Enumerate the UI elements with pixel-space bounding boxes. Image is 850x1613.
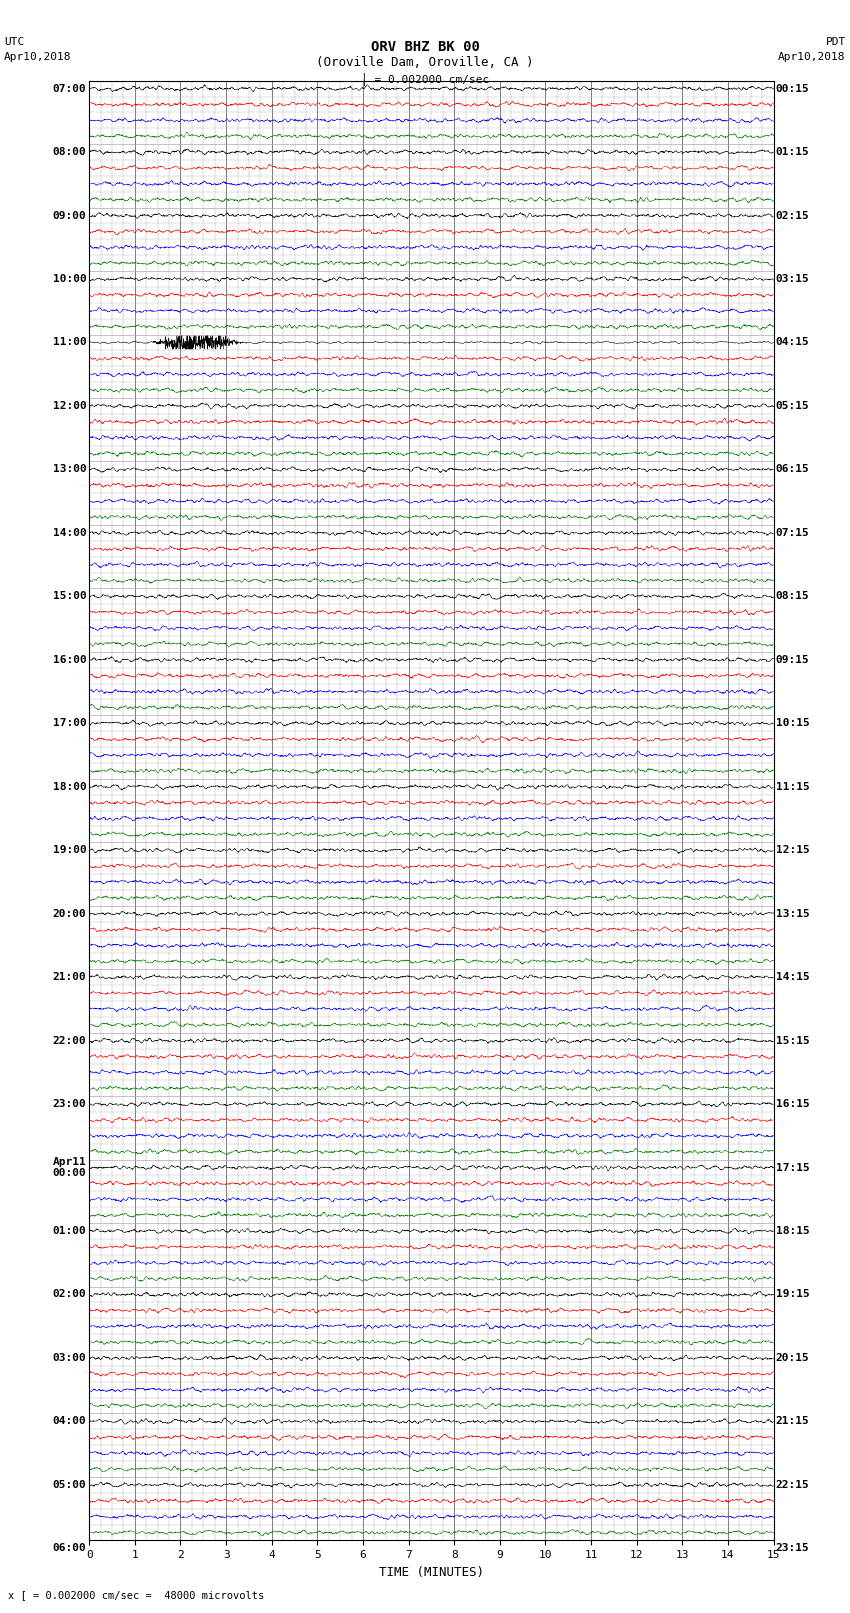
Text: 11:15: 11:15	[776, 782, 809, 792]
Text: 16:00: 16:00	[53, 655, 87, 665]
Text: 18:15: 18:15	[776, 1226, 809, 1236]
Text: 06:15: 06:15	[776, 465, 809, 474]
Text: Apr11
00:00: Apr11 00:00	[53, 1157, 87, 1179]
Text: 03:15: 03:15	[776, 274, 809, 284]
Text: 06:00: 06:00	[53, 1544, 87, 1553]
Text: 23:15: 23:15	[776, 1544, 809, 1553]
Text: 20:00: 20:00	[53, 908, 87, 919]
Text: UTC: UTC	[4, 37, 25, 47]
Text: 11:00: 11:00	[53, 337, 87, 347]
Text: 09:00: 09:00	[53, 211, 87, 221]
Text: 12:15: 12:15	[776, 845, 809, 855]
Text: 05:15: 05:15	[776, 402, 809, 411]
Text: 08:15: 08:15	[776, 592, 809, 602]
Text: 10:00: 10:00	[53, 274, 87, 284]
Text: 21:00: 21:00	[53, 973, 87, 982]
Text: 02:15: 02:15	[776, 211, 809, 221]
Text: 14:15: 14:15	[776, 973, 809, 982]
Text: 12:00: 12:00	[53, 402, 87, 411]
Text: 05:00: 05:00	[53, 1479, 87, 1490]
Text: 09:15: 09:15	[776, 655, 809, 665]
Text: 15:15: 15:15	[776, 1036, 809, 1045]
Text: 03:00: 03:00	[53, 1353, 87, 1363]
Text: 13:15: 13:15	[776, 908, 809, 919]
Text: ORV BHZ BK 00: ORV BHZ BK 00	[371, 40, 479, 55]
Text: 10:15: 10:15	[776, 718, 809, 727]
Text: 21:15: 21:15	[776, 1416, 809, 1426]
Text: PDT: PDT	[825, 37, 846, 47]
Text: 00:15: 00:15	[776, 84, 809, 94]
Text: 07:00: 07:00	[53, 84, 87, 94]
Text: x [ = 0.002000 cm/sec =  48000 microvolts: x [ = 0.002000 cm/sec = 48000 microvolts	[8, 1590, 264, 1600]
X-axis label: TIME (MINUTES): TIME (MINUTES)	[379, 1566, 484, 1579]
Text: 04:15: 04:15	[776, 337, 809, 347]
Text: 01:15: 01:15	[776, 147, 809, 156]
Text: 17:15: 17:15	[776, 1163, 809, 1173]
Text: 14:00: 14:00	[53, 527, 87, 537]
Text: (Oroville Dam, Oroville, CA ): (Oroville Dam, Oroville, CA )	[316, 56, 534, 69]
Text: 18:00: 18:00	[53, 782, 87, 792]
Text: 19:15: 19:15	[776, 1289, 809, 1300]
Text: 01:00: 01:00	[53, 1226, 87, 1236]
Text: 22:00: 22:00	[53, 1036, 87, 1045]
Text: 02:00: 02:00	[53, 1289, 87, 1300]
Text: 16:15: 16:15	[776, 1098, 809, 1110]
Text: 23:00: 23:00	[53, 1098, 87, 1110]
Text: │ = 0.002000 cm/sec: │ = 0.002000 cm/sec	[361, 73, 489, 85]
Text: 20:15: 20:15	[776, 1353, 809, 1363]
Text: Apr10,2018: Apr10,2018	[779, 52, 846, 61]
Text: 17:00: 17:00	[53, 718, 87, 727]
Text: 07:15: 07:15	[776, 527, 809, 537]
Text: 19:00: 19:00	[53, 845, 87, 855]
Text: Apr10,2018: Apr10,2018	[4, 52, 71, 61]
Text: 15:00: 15:00	[53, 592, 87, 602]
Text: 04:00: 04:00	[53, 1416, 87, 1426]
Text: 13:00: 13:00	[53, 465, 87, 474]
Text: 08:00: 08:00	[53, 147, 87, 156]
Text: 22:15: 22:15	[776, 1479, 809, 1490]
